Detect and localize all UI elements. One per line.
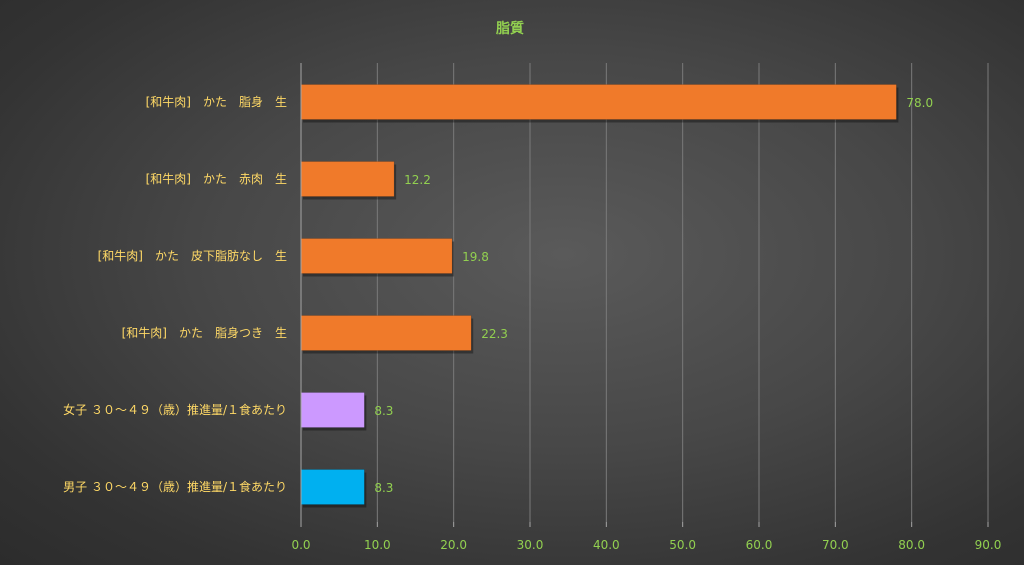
- value-label: 8.3: [374, 404, 393, 418]
- bar: [300, 469, 365, 505]
- x-tick-label: 50.0: [669, 538, 696, 552]
- value-label: 8.3: [374, 481, 393, 495]
- category-label: [和牛肉] かた 皮下脂肪なし 生: [98, 248, 287, 263]
- value-label: 12.2: [404, 173, 431, 187]
- x-tick-label: 20.0: [440, 538, 467, 552]
- value-label: 22.3: [481, 327, 508, 341]
- bar: [300, 238, 453, 274]
- bar: [300, 392, 365, 428]
- x-tick-label: 80.0: [898, 538, 925, 552]
- value-label: 78.0: [906, 96, 933, 110]
- bar: [300, 315, 472, 351]
- gridlines: [300, 63, 989, 527]
- category-label: 女子 ３０～４９（歳）推進量/１食あたり: [63, 402, 287, 417]
- x-tick-label: 10.0: [364, 538, 391, 552]
- category-label: [和牛肉] かた 脂身つき 生: [122, 325, 287, 340]
- value-labels: 78.0 12.2 19.8 22.3 8.3 8.3: [374, 96, 933, 495]
- bar-series: [300, 84, 899, 508]
- category-label: [和牛肉] かた 脂身 生: [146, 94, 287, 109]
- x-tick-label: 30.0: [517, 538, 544, 552]
- bar: [300, 161, 395, 197]
- x-tick-label: 90.0: [975, 538, 1002, 552]
- category-label: 男子 ３０～４９（歳）推進量/１食あたり: [63, 479, 287, 494]
- category-labels: [和牛肉] かた 脂身 生 [和牛肉] かた 赤肉 生 [和牛肉] かた 皮下脂肪な…: [63, 94, 287, 494]
- value-label: 19.8: [462, 250, 489, 264]
- x-tick-label: 60.0: [746, 538, 773, 552]
- x-tick-label: 70.0: [822, 538, 849, 552]
- x-tick-label: 40.0: [593, 538, 620, 552]
- chart-title: 脂質: [495, 20, 524, 37]
- category-label: [和牛肉] かた 赤肉 生: [146, 171, 287, 186]
- x-tick-label: 0.0: [291, 538, 310, 552]
- bar: [300, 84, 897, 120]
- x-axis-tick-labels: 0.0 10.0 20.0 30.0 40.0 50.0 60.0 70.0 80.0 90.0: [291, 538, 1001, 552]
